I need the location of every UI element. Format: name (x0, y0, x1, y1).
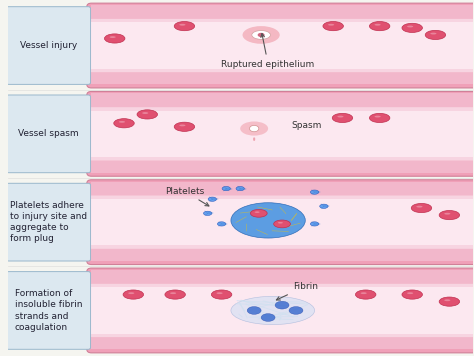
Ellipse shape (255, 211, 260, 213)
Ellipse shape (165, 290, 185, 299)
Ellipse shape (356, 290, 376, 299)
FancyBboxPatch shape (91, 334, 473, 349)
FancyBboxPatch shape (91, 69, 473, 84)
Text: Ruptured epithelium: Ruptured epithelium (221, 33, 315, 69)
Ellipse shape (174, 21, 195, 31)
Ellipse shape (236, 187, 245, 191)
Ellipse shape (369, 21, 390, 31)
FancyBboxPatch shape (91, 245, 473, 261)
FancyBboxPatch shape (7, 183, 91, 261)
Ellipse shape (231, 296, 315, 325)
Ellipse shape (170, 292, 176, 294)
Ellipse shape (332, 113, 353, 122)
Ellipse shape (222, 187, 230, 191)
Text: Formation of
insoluble fibrin
strands and
coagulation: Formation of insoluble fibrin strands an… (15, 289, 82, 331)
Ellipse shape (416, 206, 422, 208)
Ellipse shape (323, 21, 343, 31)
Text: Platelets adhere
to injury site and
aggregate to
form plug: Platelets adhere to injury site and aggr… (10, 201, 87, 243)
Ellipse shape (128, 292, 134, 294)
Ellipse shape (211, 290, 232, 299)
Ellipse shape (439, 297, 460, 306)
Text: Spasm: Spasm (292, 121, 322, 130)
Ellipse shape (289, 307, 303, 314)
Ellipse shape (250, 209, 267, 217)
Ellipse shape (104, 34, 125, 43)
Ellipse shape (114, 119, 134, 128)
Text: Vessel injury: Vessel injury (20, 41, 77, 50)
Ellipse shape (252, 31, 271, 40)
Ellipse shape (249, 125, 259, 132)
FancyBboxPatch shape (91, 157, 473, 173)
FancyBboxPatch shape (87, 3, 474, 88)
Ellipse shape (407, 26, 413, 27)
Ellipse shape (411, 203, 432, 213)
Text: Platelets: Platelets (165, 187, 209, 206)
Ellipse shape (218, 222, 226, 226)
Ellipse shape (319, 204, 328, 208)
FancyBboxPatch shape (87, 268, 474, 353)
Text: Fibrin: Fibrin (276, 282, 318, 300)
FancyBboxPatch shape (91, 93, 473, 111)
FancyBboxPatch shape (7, 7, 91, 84)
FancyBboxPatch shape (89, 284, 474, 337)
Ellipse shape (425, 30, 446, 40)
Ellipse shape (361, 292, 367, 294)
Ellipse shape (369, 113, 390, 122)
Ellipse shape (374, 24, 381, 26)
Ellipse shape (109, 36, 116, 38)
FancyBboxPatch shape (7, 272, 91, 349)
FancyBboxPatch shape (91, 5, 473, 22)
Ellipse shape (444, 299, 450, 301)
Ellipse shape (258, 33, 264, 37)
Ellipse shape (142, 112, 148, 114)
Ellipse shape (203, 211, 212, 215)
Ellipse shape (119, 121, 125, 123)
Ellipse shape (374, 116, 381, 117)
Text: Vessel spasm: Vessel spasm (18, 129, 79, 138)
Ellipse shape (407, 292, 413, 294)
FancyBboxPatch shape (89, 195, 474, 249)
Ellipse shape (402, 23, 422, 32)
Ellipse shape (439, 210, 460, 220)
FancyBboxPatch shape (7, 95, 91, 173)
Ellipse shape (174, 122, 195, 131)
Ellipse shape (240, 121, 268, 136)
FancyBboxPatch shape (87, 180, 474, 265)
Ellipse shape (137, 110, 157, 119)
Ellipse shape (217, 292, 223, 294)
Ellipse shape (310, 190, 319, 194)
Ellipse shape (261, 314, 275, 321)
Ellipse shape (444, 213, 450, 215)
FancyBboxPatch shape (91, 270, 473, 287)
Ellipse shape (179, 24, 185, 26)
FancyBboxPatch shape (89, 19, 474, 72)
FancyBboxPatch shape (91, 182, 473, 199)
Ellipse shape (247, 307, 261, 314)
Ellipse shape (402, 290, 422, 299)
Ellipse shape (243, 26, 280, 44)
Ellipse shape (310, 222, 319, 226)
FancyBboxPatch shape (89, 107, 474, 161)
Ellipse shape (231, 203, 305, 238)
FancyBboxPatch shape (87, 91, 474, 176)
Ellipse shape (275, 301, 289, 309)
Ellipse shape (430, 33, 437, 35)
Ellipse shape (123, 290, 144, 299)
Ellipse shape (208, 197, 217, 201)
Ellipse shape (273, 220, 291, 228)
Ellipse shape (328, 24, 334, 26)
Ellipse shape (337, 116, 344, 117)
Ellipse shape (179, 125, 185, 126)
Ellipse shape (278, 222, 283, 224)
